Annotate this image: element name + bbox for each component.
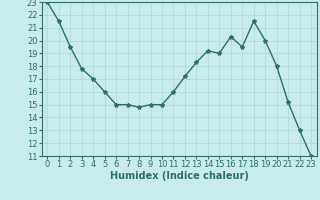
X-axis label: Humidex (Indice chaleur): Humidex (Indice chaleur) bbox=[110, 171, 249, 181]
